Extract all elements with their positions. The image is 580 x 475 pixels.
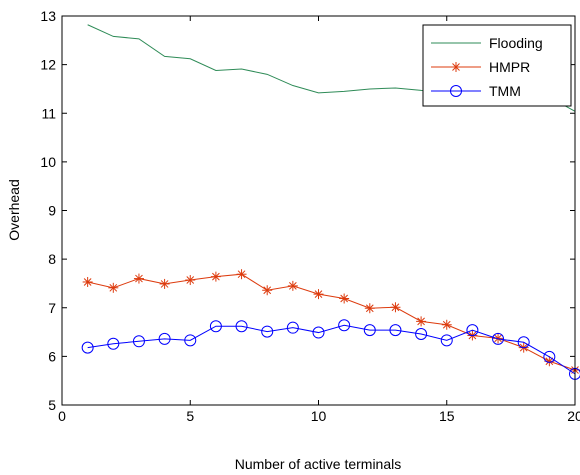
x-tick-label: 0	[58, 408, 66, 424]
y-tick-label: 8	[48, 251, 56, 267]
x-tick-label: 15	[439, 408, 455, 424]
y-tick-label: 5	[48, 397, 56, 413]
legend-marker-tmm	[450, 85, 462, 97]
data-point-tmm	[415, 328, 428, 341]
data-point-tmm	[440, 334, 453, 347]
data-point-hmpr	[185, 275, 196, 286]
data-point-hmpr	[82, 276, 93, 287]
y-tick-label: 7	[48, 300, 56, 316]
y-tick-label: 10	[40, 154, 56, 170]
y-axis-label: Overhead	[6, 179, 22, 240]
data-point-tmm	[312, 326, 325, 339]
data-point-tmm	[107, 337, 120, 350]
data-point-hmpr	[210, 271, 221, 282]
data-point-tmm	[132, 335, 145, 348]
data-point-tmm	[158, 332, 171, 345]
data-point-tmm	[184, 334, 197, 347]
data-point-hmpr	[364, 303, 375, 314]
data-point-tmm	[517, 336, 530, 349]
data-point-hmpr	[262, 285, 273, 296]
data-point-tmm	[389, 324, 402, 337]
data-point-tmm	[209, 320, 222, 333]
legend-label-tmm: TMM	[489, 83, 521, 99]
x-tick-label: 10	[311, 408, 327, 424]
y-tick-label: 13	[40, 8, 56, 24]
data-point-tmm	[466, 324, 479, 337]
legend-marker-hmpr	[451, 62, 461, 72]
data-point-tmm	[492, 332, 505, 345]
legend-label-hmpr: HMPR	[489, 59, 530, 75]
x-tick-label: 5	[186, 408, 194, 424]
data-point-hmpr	[441, 319, 452, 330]
series-line-tmm	[87, 324, 576, 375]
data-point-hmpr	[416, 316, 427, 327]
legend-box	[422, 24, 572, 107]
data-point-hmpr	[159, 278, 170, 289]
data-point-tmm	[338, 319, 351, 332]
data-point-tmm	[81, 341, 94, 354]
y-tick-label: 9	[48, 203, 56, 219]
x-axis-label: Number of active terminals	[235, 456, 402, 472]
legend: Flooding HMPR TMM	[422, 24, 572, 107]
data-point-hmpr	[313, 289, 324, 300]
x-tick-label: 20	[567, 408, 580, 424]
data-point-tmm	[261, 325, 274, 338]
data-point-tmm	[286, 321, 299, 334]
y-tick-label: 12	[40, 57, 56, 73]
data-point-hmpr	[108, 282, 119, 293]
data-point-hmpr	[133, 273, 144, 284]
legend-label-flooding: Flooding	[489, 35, 543, 51]
data-point-tmm	[363, 324, 376, 337]
series-layer	[81, 24, 580, 380]
data-point-tmm	[235, 320, 248, 333]
data-point-tmm	[543, 350, 556, 363]
data-point-hmpr	[390, 302, 401, 313]
y-tick-label: 6	[48, 348, 56, 364]
y-tick-label: 11	[41, 105, 56, 121]
data-point-hmpr	[236, 269, 247, 280]
data-point-hmpr	[287, 280, 298, 291]
data-point-hmpr	[339, 293, 350, 304]
